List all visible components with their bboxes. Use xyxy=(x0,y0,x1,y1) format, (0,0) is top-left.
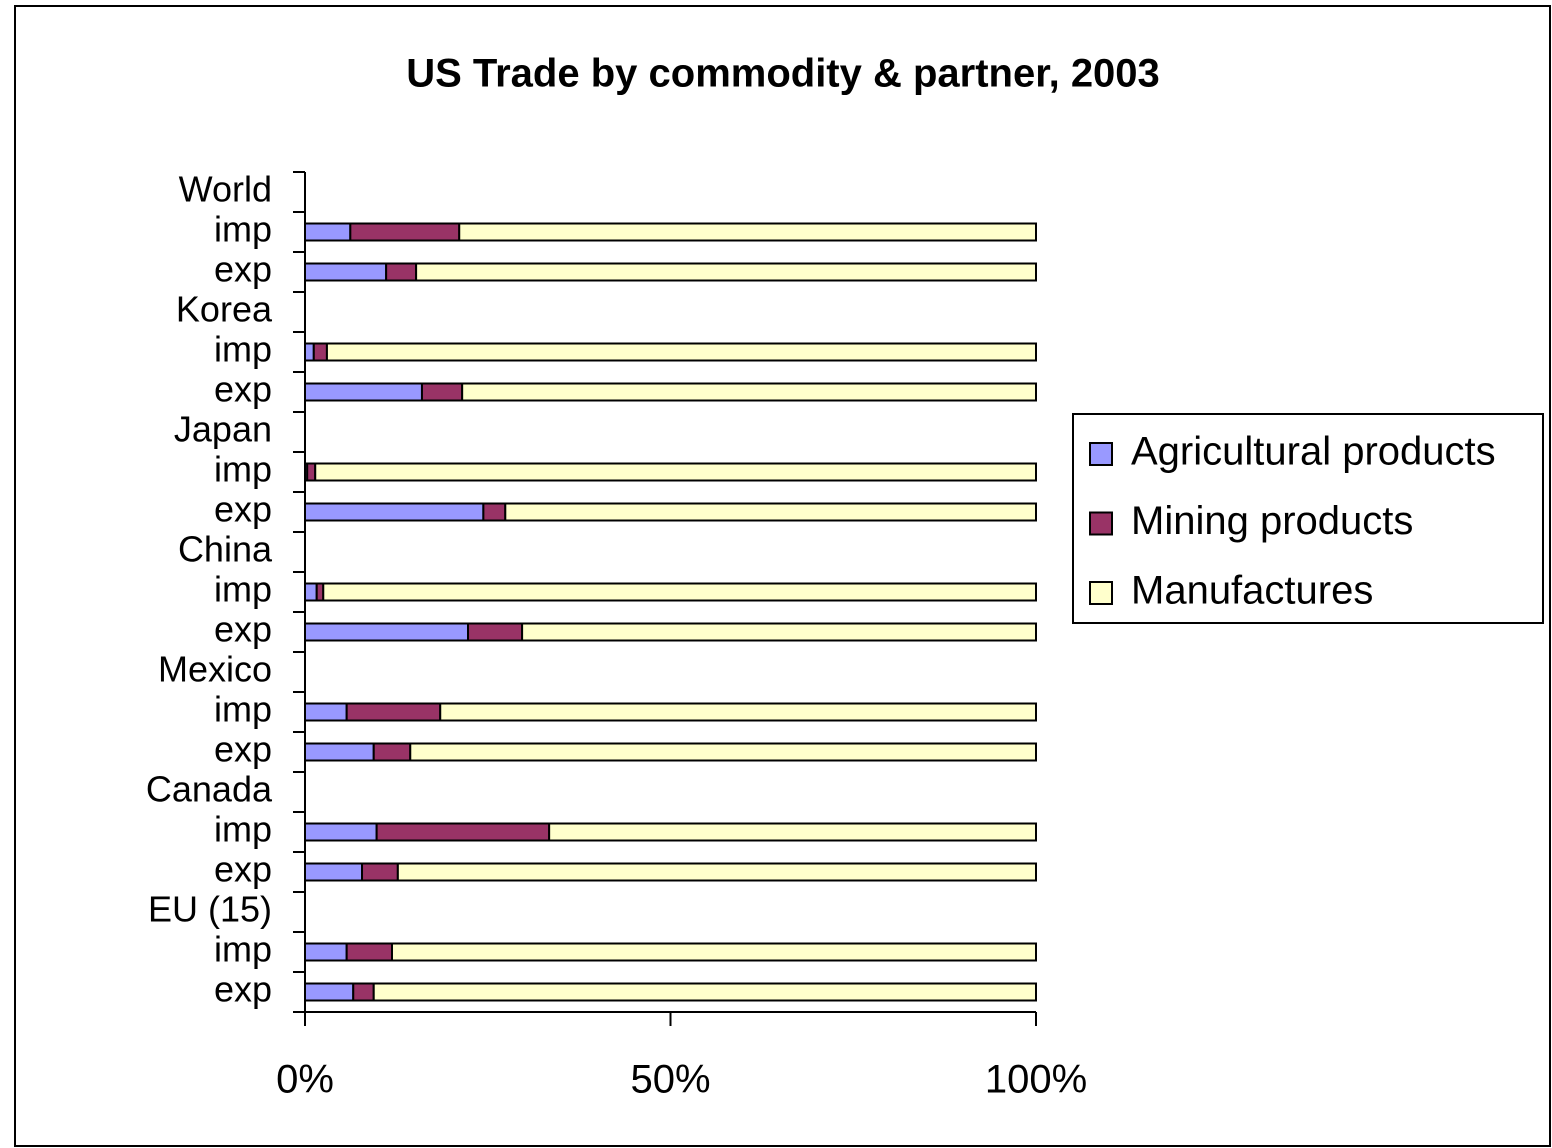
x-tick-label: 50% xyxy=(630,1058,710,1102)
legend-label: Mining products xyxy=(1131,499,1413,543)
bar-segment xyxy=(304,942,348,962)
legend-swatch xyxy=(1089,511,1113,536)
bar-segment xyxy=(504,502,1037,522)
bar-segment xyxy=(322,582,1037,602)
legend-label: Manufactures xyxy=(1131,569,1373,613)
y-tick-label: EU (15) xyxy=(148,889,272,930)
x-tick-label: 0% xyxy=(276,1058,334,1102)
y-tick-label: imp xyxy=(214,929,272,970)
bar-segment xyxy=(415,262,1037,282)
y-tick-label: imp xyxy=(214,329,272,370)
y-tick-label: exp xyxy=(214,369,272,410)
bar-segment xyxy=(306,462,317,482)
y-tick-label: imp xyxy=(214,809,272,850)
bar-segment xyxy=(467,622,524,642)
bar-segment xyxy=(461,382,1038,402)
bar-segment xyxy=(304,822,378,842)
y-tick-label: exp xyxy=(214,489,272,530)
y-tick-label: imp xyxy=(214,689,272,730)
bar-segment xyxy=(325,342,1037,362)
y-tick-label: exp xyxy=(214,969,272,1010)
bar-segment xyxy=(352,982,375,1002)
bar-segment xyxy=(458,222,1037,242)
bar-segment xyxy=(372,982,1037,1002)
legend-swatch xyxy=(1089,442,1113,466)
bar-segment xyxy=(372,742,412,762)
y-tick-label: exp xyxy=(214,609,272,650)
y-tick-label: exp xyxy=(214,849,272,890)
y-tick-label: Korea xyxy=(176,289,273,330)
y-tick-label: China xyxy=(178,529,273,570)
bar-segment xyxy=(390,942,1037,962)
bar-segment xyxy=(312,342,328,362)
bar-segment xyxy=(420,382,464,402)
bar-segment xyxy=(304,622,470,642)
bar-segment xyxy=(304,262,388,282)
bar-segment xyxy=(304,502,485,522)
bar-segment xyxy=(375,822,551,842)
bar-segment xyxy=(314,462,1037,482)
y-tick-label: Mexico xyxy=(158,649,272,690)
legend-label: Agricultural products xyxy=(1131,430,1496,474)
bar-segment xyxy=(304,342,315,362)
legend-swatch xyxy=(1089,581,1113,605)
bar-segment xyxy=(345,702,442,722)
y-tick-label: World xyxy=(179,169,272,210)
bar-segment xyxy=(304,982,355,1002)
bar-segment xyxy=(409,742,1038,762)
bar-segment xyxy=(385,262,418,282)
y-tick-label: Japan xyxy=(174,409,272,450)
bar-segment xyxy=(482,502,507,522)
x-tick-label: 100% xyxy=(985,1058,1087,1102)
y-tick-label: imp xyxy=(214,209,272,250)
bar-segment xyxy=(304,862,364,882)
y-tick-label: imp xyxy=(214,569,272,610)
bar-segment xyxy=(361,862,399,882)
bar-segment xyxy=(349,222,461,242)
bar-segment xyxy=(304,702,348,722)
y-tick-label: exp xyxy=(214,729,272,770)
bar-segment xyxy=(345,942,393,962)
bar-segment xyxy=(548,822,1037,842)
bar-segment xyxy=(304,222,352,242)
bar-segment xyxy=(304,582,318,602)
bar-segment xyxy=(439,702,1037,722)
chart-title: US Trade by commodity & partner, 2003 xyxy=(406,52,1160,96)
bar-segment xyxy=(304,742,375,762)
bar-segment xyxy=(304,382,423,402)
y-tick-label: Canada xyxy=(146,769,273,810)
bar-segment xyxy=(521,622,1037,642)
legend-box xyxy=(1072,413,1544,624)
y-tick-label: exp xyxy=(214,249,272,290)
y-tick-label: imp xyxy=(214,449,272,490)
bar-segment xyxy=(396,862,1038,882)
